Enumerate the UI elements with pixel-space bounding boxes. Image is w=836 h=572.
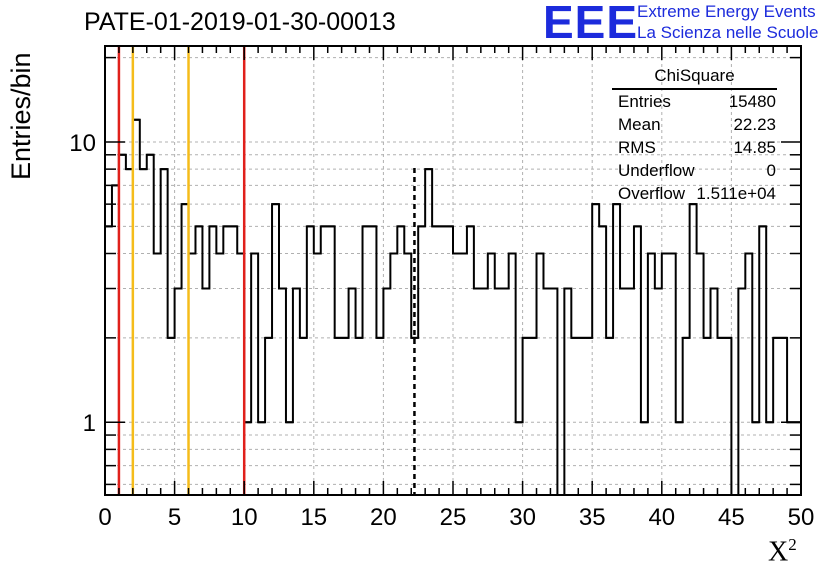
eee-logo-line2: La Scienza nelle Scuole	[637, 23, 819, 42]
x-axis-label-base: X	[768, 536, 789, 568]
x-tick-label: 15	[300, 504, 327, 531]
stat-row-underflow: Underflow 0	[618, 161, 776, 183]
x-axis-label: X2	[768, 535, 797, 568]
stat-value: 0	[766, 161, 776, 180]
stat-key: Entries	[618, 92, 671, 111]
eee-logo-line1: Extreme Energy Events	[637, 2, 816, 21]
y-axis-label: Entries/bin	[6, 52, 36, 180]
stats-title: ChiSquare	[654, 66, 735, 85]
stat-key: Underflow	[618, 161, 695, 180]
x-tick-label: 5	[168, 504, 181, 531]
stat-row-entries: Entries 15480	[618, 92, 776, 114]
x-tick-label: 30	[509, 504, 536, 531]
stat-value: 22.23	[733, 115, 776, 134]
eee-logo-mark: EEE	[543, 0, 639, 48]
stat-key: RMS	[618, 138, 656, 157]
stat-value: 15480	[728, 92, 776, 111]
stat-value: 1.511e+04	[696, 184, 776, 203]
stat-key: Overflow	[618, 184, 686, 203]
chart-title: PATE-01-2019-01-30-00013	[84, 8, 396, 36]
stat-row-overflow: Overflow 1.511e+04	[618, 184, 776, 206]
stat-key: Mean	[618, 115, 661, 134]
y-tick-label: 1	[83, 410, 96, 437]
stats-divider	[612, 88, 777, 90]
x-tick-label: 35	[579, 504, 606, 531]
x-tick-label: 45	[718, 504, 745, 531]
stat-value: 14.85	[733, 138, 776, 157]
x-tick-label: 10	[231, 504, 258, 531]
x-tick-label: 0	[98, 504, 111, 531]
x-axis-label-superscript: 2	[788, 535, 797, 554]
eee-logo: EEE Extreme Energy Events La Scienza nel…	[543, 0, 836, 48]
stat-row-rms: RMS 14.85	[618, 138, 776, 160]
x-tick-label: 40	[648, 504, 675, 531]
x-tick-label: 25	[440, 504, 467, 531]
y-tick-label: 10	[69, 130, 96, 157]
stat-row-mean: Mean 22.23	[618, 115, 776, 137]
x-tick-label: 20	[370, 504, 397, 531]
stats-box: ChiSquare Entries 15480 Mean 22.23 RMS 1…	[612, 66, 777, 203]
x-tick-label: 50	[788, 504, 815, 531]
